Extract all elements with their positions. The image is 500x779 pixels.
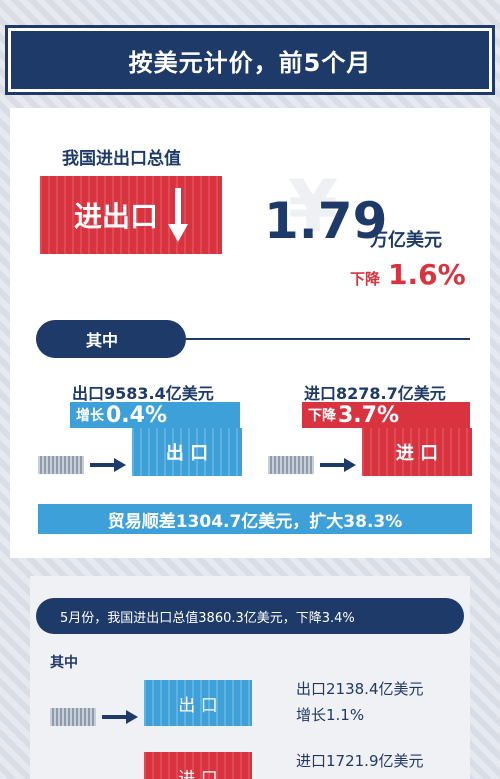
trade-container-red: 进出口 bbox=[40, 176, 222, 254]
may-headline-pill: 5月份，我国进出口总值3860.3亿美元，下降3.4% bbox=[36, 598, 464, 634]
small-crate-left bbox=[38, 456, 84, 474]
divider-line bbox=[186, 338, 470, 340]
may-among-label: 其中 bbox=[50, 655, 78, 671]
import-change-tag: 下降 3.7% bbox=[302, 402, 470, 428]
may-export-container-label: 出 口 bbox=[178, 695, 218, 716]
may-small-crate bbox=[50, 708, 96, 726]
import-change-value: 3.7% bbox=[338, 403, 400, 428]
may-card: 5月份，我国进出口总值3860.3亿美元，下降3.4% 其中 出 口 出口213… bbox=[30, 576, 470, 779]
title-banner: 按美元计价，前5个月 bbox=[8, 28, 492, 92]
arrow-down-icon bbox=[168, 188, 188, 242]
summary-value: 1.79 bbox=[264, 192, 388, 250]
summary-card: 我国进出口总值 进出口 ¥ 1.79 万亿美元 下降 1.6% 其中 出口958… bbox=[10, 108, 490, 558]
yuan-watermark-icon: ¥ bbox=[288, 164, 339, 248]
may-export-change: 增长1.1% bbox=[296, 706, 365, 724]
import-change-label: 下降 bbox=[308, 408, 336, 424]
summary-heading: 我国进出口总值 bbox=[62, 149, 181, 169]
arrow-right-icon bbox=[320, 458, 356, 472]
summary-change-label: 下降 bbox=[350, 270, 381, 288]
among-pill: 其中 bbox=[36, 320, 186, 358]
export-change-label: 增长 bbox=[76, 408, 104, 424]
may-import-title: 进口1721.9亿美元 bbox=[296, 752, 424, 770]
import-container-label: 进 口 bbox=[395, 443, 439, 464]
among-label: 其中 bbox=[86, 331, 119, 350]
import-container: 进 口 bbox=[362, 428, 472, 476]
export-container-label: 出 口 bbox=[165, 443, 209, 464]
export-container: 出 口 bbox=[132, 428, 242, 476]
export-title: 出口9583.4亿美元 bbox=[72, 384, 214, 403]
arrow-right-icon bbox=[102, 710, 138, 724]
import-title: 进口8278.7亿美元 bbox=[304, 384, 446, 403]
may-export-title: 出口2138.4亿美元 bbox=[296, 680, 424, 698]
trade-surplus-text: 贸易顺差1304.7亿美元，扩大38.3% bbox=[107, 511, 403, 532]
summary-container-label: 进出口 bbox=[73, 200, 158, 233]
trade-surplus-bar: 贸易顺差1304.7亿美元，扩大38.3% bbox=[38, 504, 472, 534]
page-title: 按美元计价，前5个月 bbox=[128, 48, 372, 77]
export-change-value: 0.4% bbox=[106, 403, 168, 428]
may-headline: 5月份，我国进出口总值3860.3亿美元，下降3.4% bbox=[60, 610, 355, 626]
may-import-container-label: 进 口 bbox=[178, 769, 218, 779]
small-crate-right bbox=[268, 456, 314, 474]
may-import-container: 进 口 bbox=[144, 752, 252, 779]
arrow-right-icon bbox=[90, 458, 126, 472]
export-change-tag: 增长 0.4% bbox=[70, 402, 240, 428]
summary-unit: 万亿美元 bbox=[370, 230, 442, 251]
may-export-container: 出 口 bbox=[144, 680, 252, 726]
summary-change-value: 1.6% bbox=[388, 258, 466, 291]
